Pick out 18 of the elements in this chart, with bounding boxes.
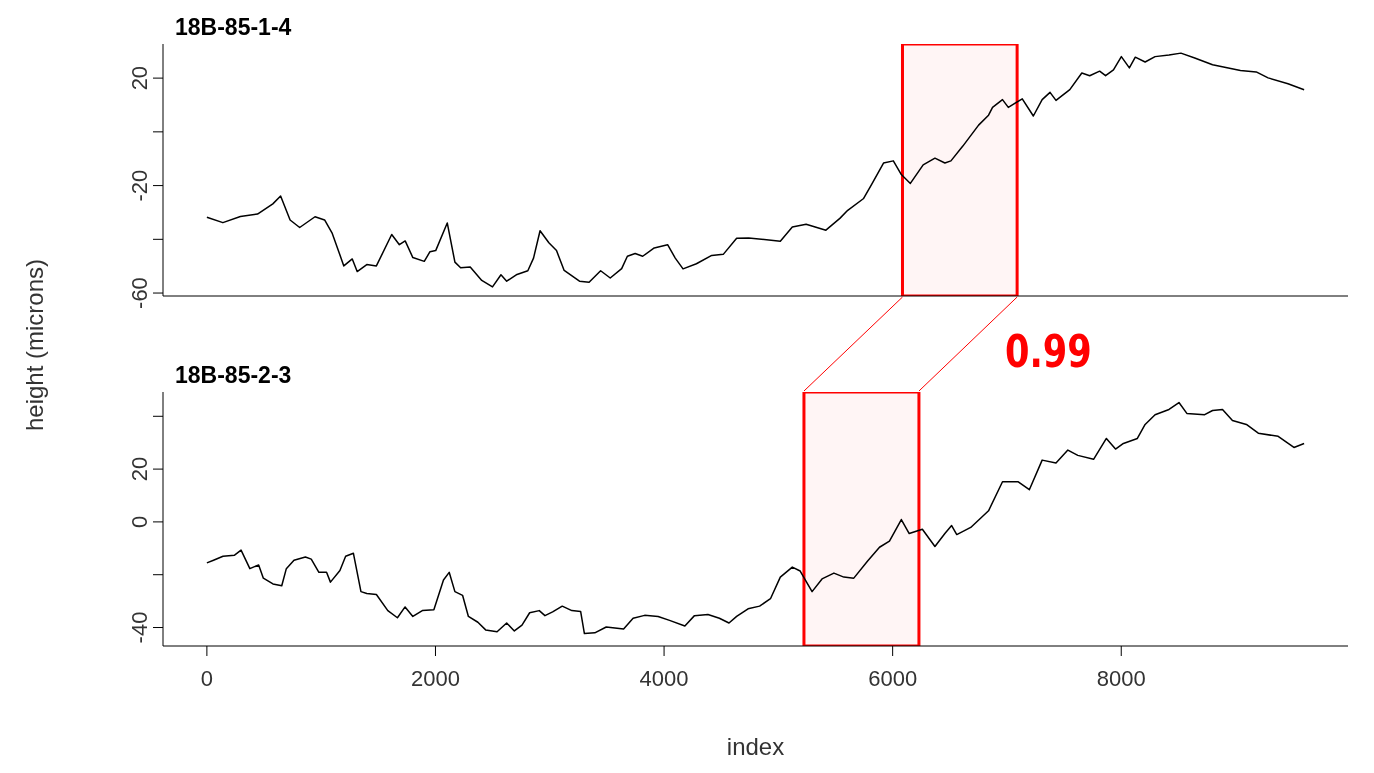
- line-series: [206, 401, 1305, 635]
- y-tick-label: 20: [127, 65, 152, 91]
- chart-title: 18B-85-2-3: [175, 362, 292, 389]
- y-tick-label: -40: [127, 611, 152, 644]
- x-tick-label: 8000: [1096, 666, 1146, 691]
- x-tick-label: 4000: [639, 666, 689, 691]
- y-tick-label: 20: [127, 456, 152, 482]
- x-tick-label: 2000: [411, 666, 460, 691]
- chart-title: 18B-85-1-4: [175, 14, 292, 41]
- text: 0.99: [1005, 326, 1092, 377]
- y-tick-label: -20: [127, 169, 152, 202]
- y-tick-label: 0: [127, 515, 152, 529]
- y-axis-title: height (microns): [21, 258, 49, 432]
- x-axis-title: index: [726, 733, 785, 760]
- line-series: [206, 52, 1305, 288]
- x-tick-label: 6000: [868, 666, 918, 691]
- y-tick-label: -60: [127, 277, 152, 309]
- x-tick-label: 0: [200, 666, 214, 691]
